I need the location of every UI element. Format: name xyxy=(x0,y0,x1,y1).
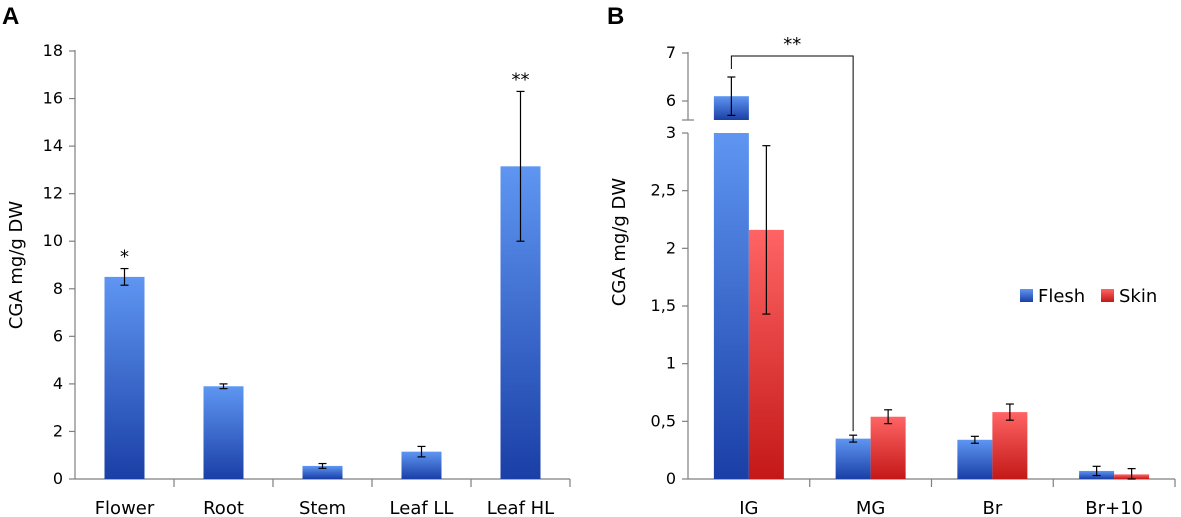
y-tick-label: 3 xyxy=(666,123,676,142)
error-bar xyxy=(884,409,893,425)
y-tick-label: 2 xyxy=(53,421,63,440)
y-tick-label: 8 xyxy=(53,279,63,298)
panel-b-y-ticks: 0 0,5 1 1,5 2 2,5 3 6 7 xyxy=(651,43,688,488)
panel-b: B CGA mg/g DW 0 0,5 1 1,5 2 2,5 3 6 7 IG MG Br Br+1… xyxy=(607,3,1176,517)
y-tick-label: 6 xyxy=(53,326,63,345)
y-tick-label: 0 xyxy=(53,469,63,488)
x-category-label: Stem xyxy=(299,498,346,517)
y-tick-label: 10 xyxy=(43,231,63,250)
error-bar xyxy=(762,145,771,315)
panel-b-bars: IG MG Br Br+10 xyxy=(713,76,1176,517)
panel-a-ylabel: CGA mg/g DW xyxy=(6,201,27,330)
bar-flesh-mg xyxy=(835,438,871,479)
y-tick-label: 1,5 xyxy=(651,296,676,315)
significance-marker: ** xyxy=(783,34,801,55)
y-tick-label: 0 xyxy=(666,469,676,488)
x-category-label: Leaf HL xyxy=(487,498,554,517)
y-tick-label: 14 xyxy=(43,136,63,155)
error-bar xyxy=(970,435,979,444)
panel-b-ylabel: CGA mg/g DW xyxy=(609,178,630,307)
y-tick-label: 6 xyxy=(666,91,676,110)
y-tick-label: 2 xyxy=(666,238,676,257)
error-bar xyxy=(849,434,858,443)
y-tick-label: 4 xyxy=(53,374,63,393)
y-tick-label: 16 xyxy=(43,89,63,108)
panel-a-bars: * Flower Root Stem Leaf LL ** Leaf HL xyxy=(95,69,571,517)
x-category-label: Flower xyxy=(95,498,155,517)
x-category-label: IG xyxy=(739,498,758,517)
bar-stem xyxy=(302,465,343,479)
error-bar xyxy=(1127,468,1136,480)
significance-marker: * xyxy=(120,247,129,268)
bar-root xyxy=(203,386,244,479)
x-category-label: Root xyxy=(203,498,244,517)
error-bar xyxy=(219,383,228,390)
panel-a-label: A xyxy=(2,3,19,30)
legend-swatch-flesh xyxy=(1020,289,1033,302)
error-bar xyxy=(318,462,327,469)
y-tick-label: 18 xyxy=(43,41,63,60)
error-bar xyxy=(120,267,129,286)
x-category-label: Br+10 xyxy=(1085,498,1143,517)
error-bar xyxy=(727,76,736,117)
bar-flesh-ig xyxy=(713,96,749,479)
bar-skin-br xyxy=(992,412,1028,479)
y-tick-label: 2,5 xyxy=(651,181,676,200)
legend-label-skin: Skin xyxy=(1119,286,1157,307)
bar-flesh-ig-lower xyxy=(713,133,749,479)
legend-label-flesh: Flesh xyxy=(1038,286,1085,307)
bar-flesh-br xyxy=(957,439,993,479)
error-bar xyxy=(417,445,426,458)
y-tick-label: 7 xyxy=(666,43,676,62)
legend-swatch-skin xyxy=(1101,289,1114,302)
x-category-label: MG xyxy=(856,498,885,517)
panel-b-comparison: ** xyxy=(730,34,854,432)
bar-flower xyxy=(104,276,145,479)
significance-marker: ** xyxy=(512,69,530,90)
y-tick-label: 1 xyxy=(666,354,676,373)
x-category-label: Br xyxy=(983,498,1003,517)
y-tick-label: 0,5 xyxy=(651,411,676,430)
y-tick-label: 12 xyxy=(43,184,63,203)
x-category-label: Leaf LL xyxy=(390,498,454,517)
error-bar xyxy=(1092,465,1101,477)
error-bar xyxy=(516,90,525,242)
panel-a-y-ticks: 0 2 4 6 8 10 12 14 16 18 xyxy=(43,41,75,488)
error-bar xyxy=(1005,403,1014,421)
bar-skin-mg xyxy=(870,416,906,479)
panel-b-legend: Flesh Skin xyxy=(1020,286,1157,307)
comparison-bracket xyxy=(730,55,854,432)
panel-a: A CGA mg/g DW 0 2 4 6 8 10 12 14 16 18 * Flower Roo… xyxy=(2,3,571,517)
panel-b-label: B xyxy=(607,3,624,30)
